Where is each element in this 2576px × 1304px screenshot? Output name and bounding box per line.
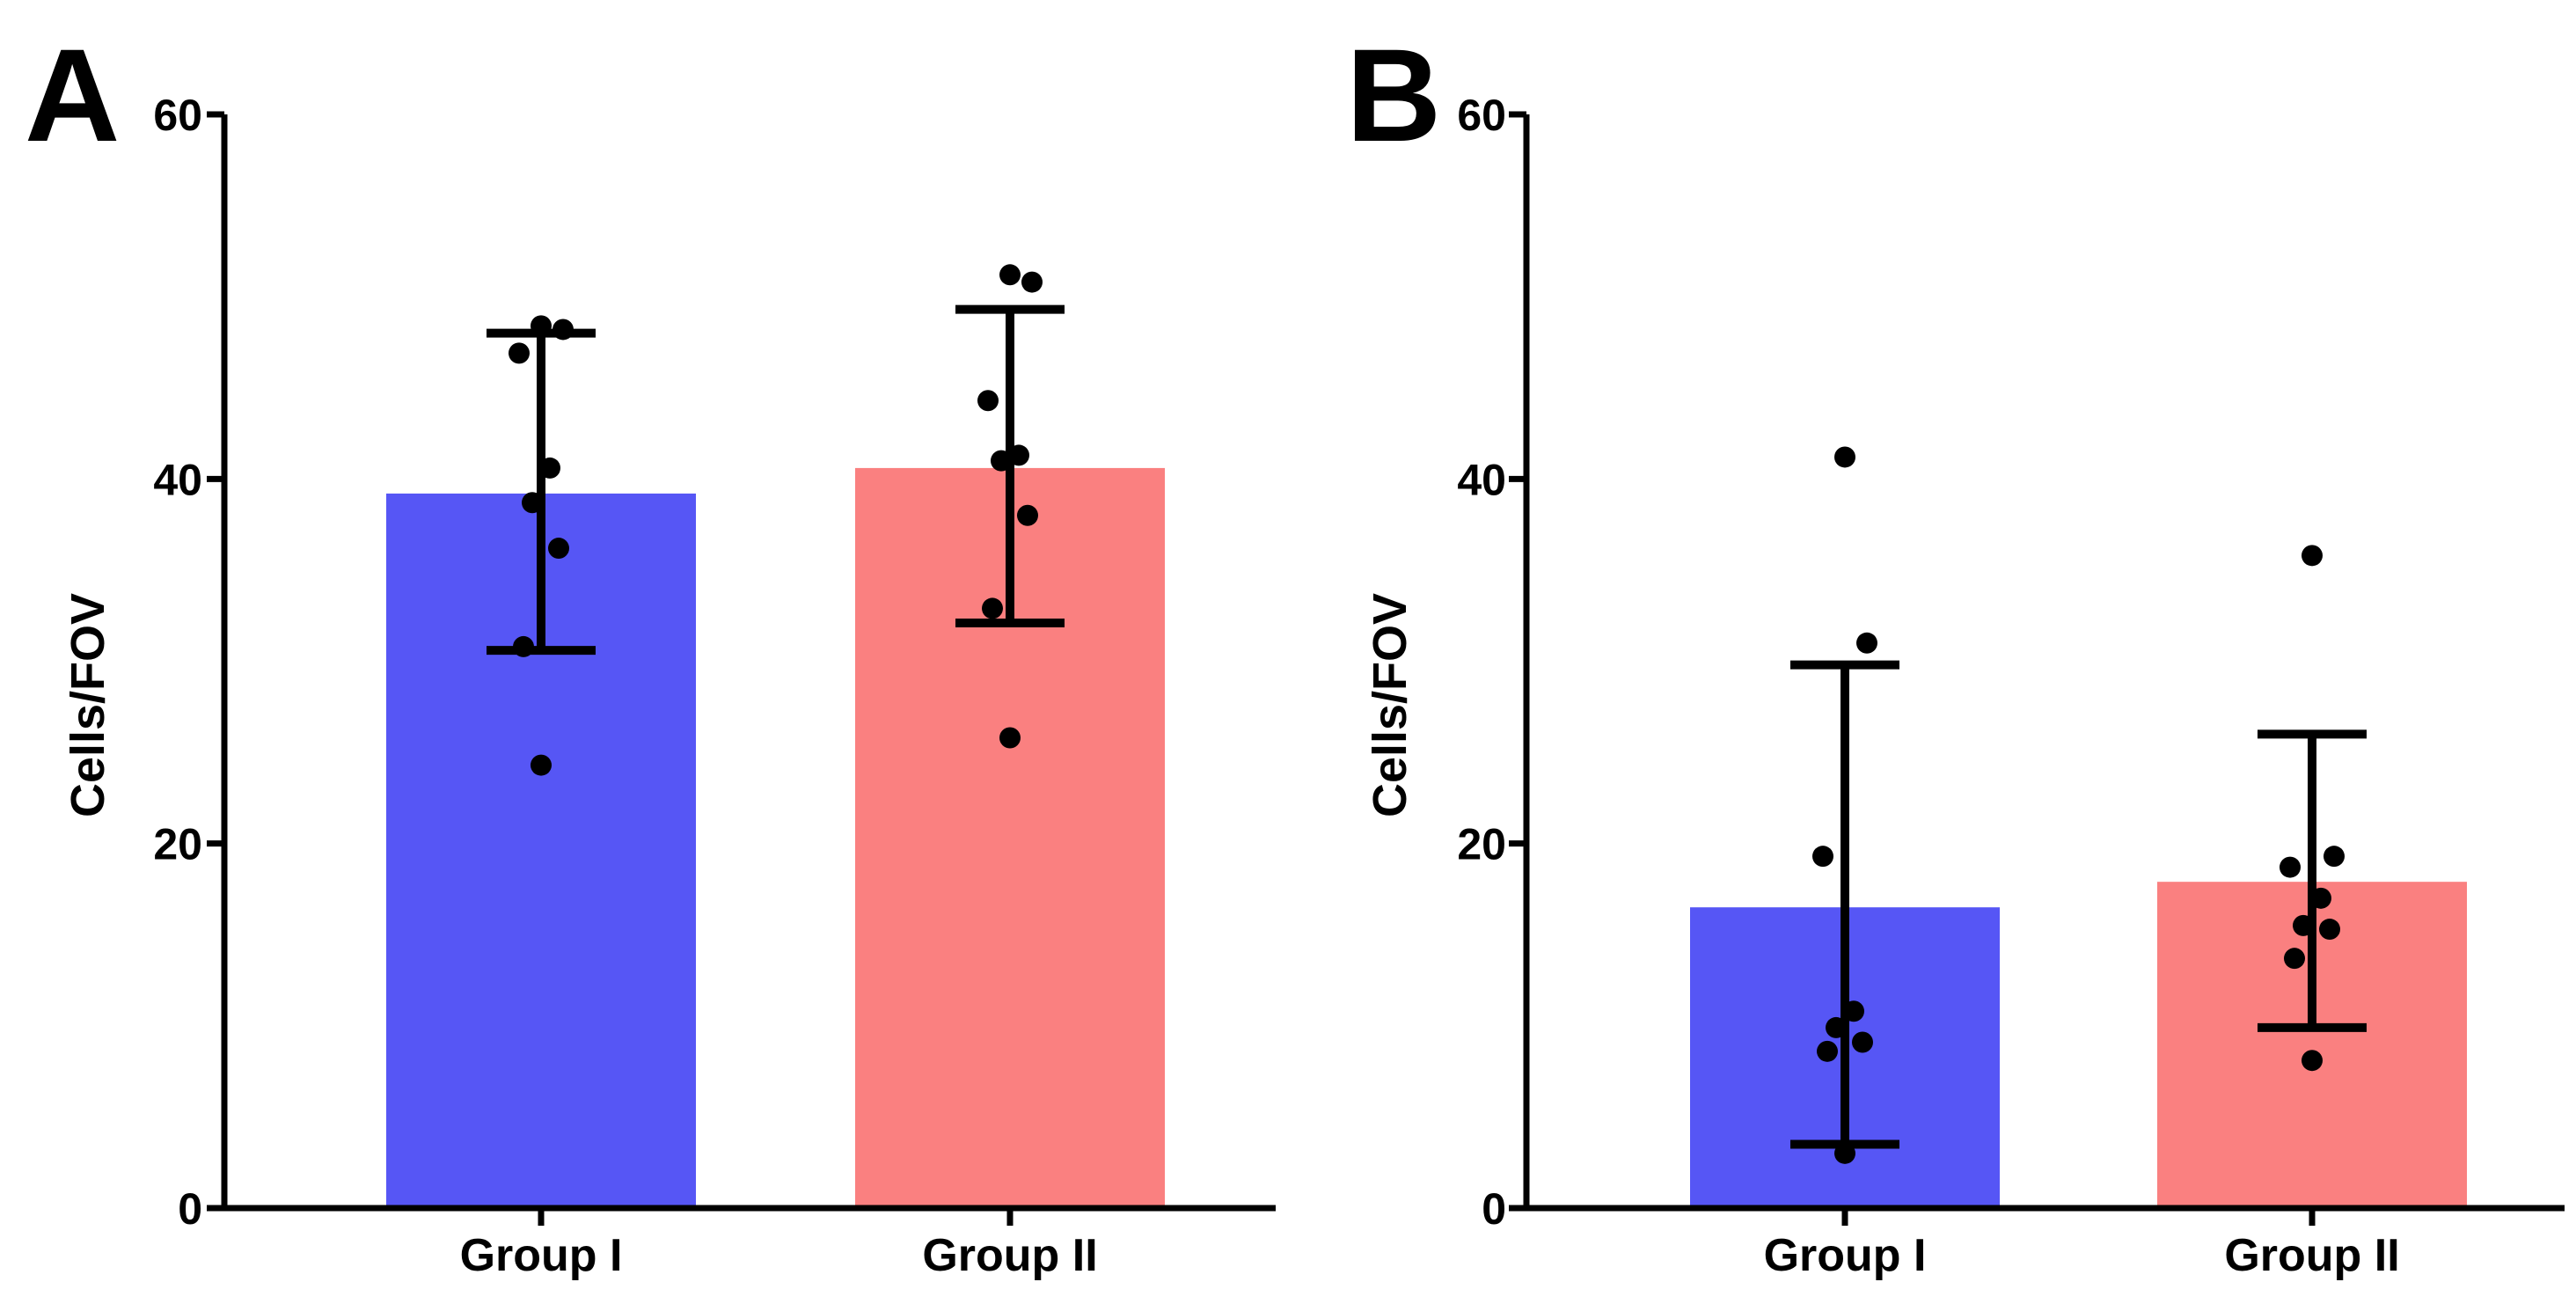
data-point [509,342,530,364]
y-axis-title: Cells/FOV [1364,593,1416,817]
data-point [513,635,534,657]
error-bar [2258,729,2367,1032]
data-point [999,727,1021,749]
data-point [1812,846,1833,868]
panel-letter: A [25,21,120,169]
data-point [2310,887,2331,909]
data-point [531,754,552,776]
data-point [2284,948,2305,970]
data-point [522,492,543,514]
y-tick-label: 40 [153,455,202,504]
data-point [982,597,1003,619]
data-point [1834,1142,1855,1164]
data-point [1843,1000,1864,1022]
data-point [539,457,560,479]
data-point [2302,545,2323,567]
x-category-label: Group II [2224,1230,2399,1281]
data-point [531,315,552,337]
data-point [2324,846,2345,868]
y-tick-label: 20 [153,820,202,869]
data-point [1017,504,1038,526]
y-axis-title: Cells/FOV [62,593,114,817]
x-category-label: Group I [460,1230,623,1281]
data-point [1817,1040,1838,1062]
y-tick-label: 60 [153,91,202,140]
y-tick-label: 60 [1457,91,1506,140]
data-point [1834,446,1855,468]
data-point [991,450,1012,472]
x-category-label: Group II [922,1230,1097,1281]
data-point [1021,271,1043,293]
y-tick-label: 40 [1457,455,1506,504]
panel-a: 0 20 40 60 Group I Group II Cells/FOV A [25,21,1276,1281]
data-point [977,390,999,412]
x-category-label: Group I [1764,1230,1927,1281]
y-tick-label: 0 [1482,1184,1506,1234]
data-point [2293,914,2314,936]
data-point [2319,919,2340,941]
y-tick-label: 0 [178,1184,202,1234]
data-point [1008,444,1029,466]
panel-b: 0 20 40 60 Group I Group II Cells/FOV B [1346,21,2565,1281]
data-point [2302,1050,2323,1072]
data-point [553,319,574,341]
data-point [548,538,569,560]
data-point [2280,856,2301,878]
data-point [1852,1031,1873,1053]
y-tick-label: 20 [1457,820,1506,869]
panel-letter: B [1346,21,1441,169]
data-point [1826,1016,1847,1038]
data-point [999,264,1021,286]
data-point [1856,632,1877,654]
